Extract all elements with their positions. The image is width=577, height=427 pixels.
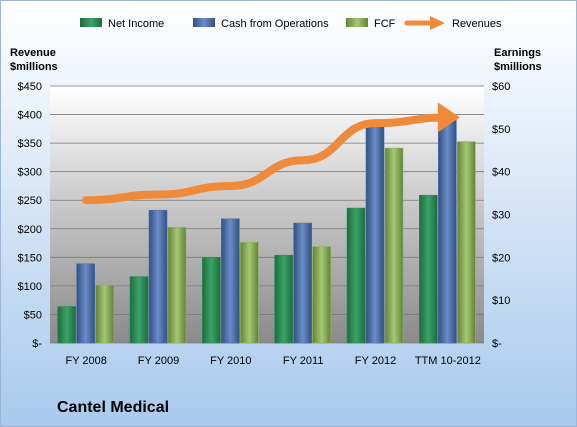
revenue-line	[82, 113, 452, 205]
right-axis-ticks: $- $10 $20 $30 $40 $50 $60	[492, 81, 510, 350]
left-axis-title-line1: Revenue	[10, 47, 56, 59]
category-label: FY 2008	[65, 355, 106, 367]
bar-net-income	[57, 306, 76, 344]
bar-fcf	[312, 246, 331, 344]
category-label: TTM 10-2012	[415, 355, 481, 367]
left-axis-title-line2: $millions	[10, 61, 58, 73]
bar-net-income	[419, 194, 438, 344]
bars	[57, 117, 476, 344]
bar-cash-from-operations	[365, 124, 385, 344]
legend-swatch-revenues	[404, 16, 445, 30]
bar-cash-from-operations	[76, 263, 95, 344]
bar-cash-from-operations	[293, 222, 312, 344]
left-tick-label: $100	[18, 281, 42, 293]
legend: Net Income Cash from Operations FCF Reve…	[80, 16, 502, 30]
legend-label-fcf: FCF	[374, 18, 396, 30]
left-tick-label: $300	[18, 167, 42, 179]
left-tick-label: $200	[18, 224, 42, 236]
bar-net-income	[274, 254, 293, 344]
legend-swatch-fcf	[346, 18, 368, 27]
category-label: FY 2011	[283, 355, 324, 367]
left-tick-label: $350	[18, 138, 42, 150]
legend-label-revenues: Revenues	[452, 18, 502, 30]
right-tick-label: $30	[492, 210, 510, 222]
left-tick-label: $250	[18, 195, 42, 207]
legend-swatch-cash-from-operations	[193, 18, 215, 27]
legend-label-cash-from-operations: Cash from Operations	[221, 18, 329, 30]
legend-swatch-net-income	[80, 18, 102, 27]
left-tick-label: $-	[32, 338, 42, 350]
category-label: FY 2010	[210, 355, 251, 367]
revenue-line-group	[82, 102, 460, 205]
bar-cash-from-operations	[221, 218, 240, 344]
right-tick-label: $40	[492, 167, 510, 179]
left-axis-ticks: $- $50 $100 $150 $200 $250 $300 $350 $400 $450	[18, 81, 43, 350]
company-name: Cantel Medical	[57, 399, 169, 416]
left-tick-label: $50	[24, 309, 42, 321]
category-label: FY 2012	[355, 355, 396, 367]
bar-cash-from-operations	[148, 209, 168, 344]
right-tick-label: $50	[492, 124, 510, 136]
bar-cash-from-operations	[438, 117, 457, 344]
category-label: FY 2009	[138, 355, 179, 367]
bar-fcf	[95, 284, 114, 344]
legend-label-net-income: Net Income	[108, 18, 164, 30]
right-tick-label: $20	[492, 252, 510, 264]
bar-fcf	[384, 147, 404, 344]
right-tick-label: $10	[492, 295, 510, 307]
right-tick-label: $60	[492, 81, 510, 93]
bar-net-income	[346, 207, 366, 344]
left-tick-label: $400	[18, 110, 42, 122]
left-tick-label: $450	[18, 81, 42, 93]
left-tick-label: $150	[18, 252, 42, 264]
bar-net-income	[202, 257, 221, 344]
bar-fcf	[167, 227, 187, 344]
gridlines	[50, 85, 484, 344]
right-axis-title-line2: $millions	[494, 61, 542, 73]
right-axis-title-line1: Earnings	[494, 47, 541, 59]
plot-area	[50, 86, 484, 343]
revenue-arrowhead	[437, 102, 460, 133]
bar-fcf	[240, 242, 259, 344]
bar-fcf	[457, 141, 476, 344]
bar-net-income	[129, 276, 149, 344]
category-labels: FY 2008 FY 2009 FY 2010 FY 2011 FY 2012 TTM 1…	[65, 355, 480, 367]
right-tick-label: $-	[492, 338, 502, 350]
